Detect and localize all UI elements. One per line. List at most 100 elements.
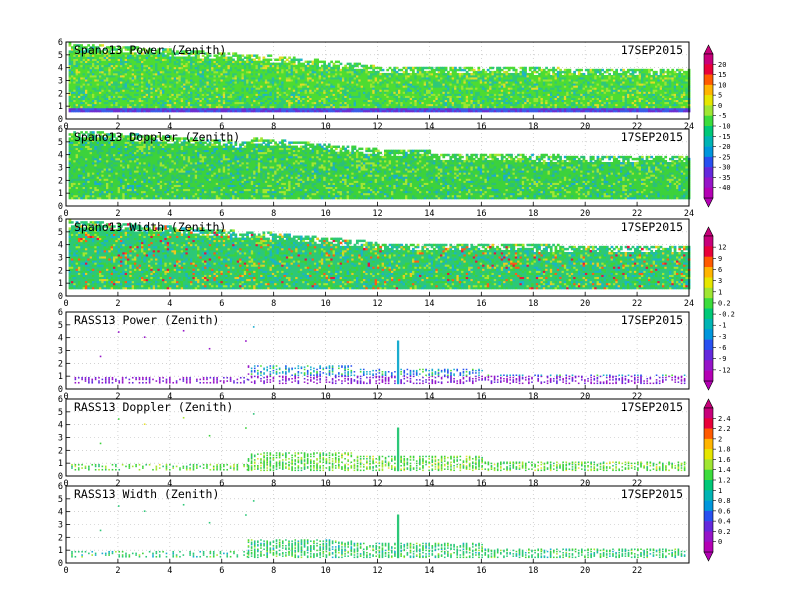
data-cell xyxy=(185,74,189,78)
data-cell xyxy=(407,77,411,80)
data-cell xyxy=(267,101,270,105)
data-cell xyxy=(278,56,282,59)
data-cell xyxy=(108,77,112,80)
data-cell xyxy=(77,56,81,59)
data-cell xyxy=(288,66,291,70)
data-cell xyxy=(112,99,116,103)
data-cell xyxy=(178,83,182,86)
data-cell xyxy=(171,87,175,90)
data-cell xyxy=(98,87,102,90)
data-cell xyxy=(250,109,254,113)
data-cell xyxy=(215,107,219,111)
data-cell xyxy=(292,85,296,88)
data-cell xyxy=(124,54,128,57)
data-cell xyxy=(204,93,207,96)
data-cell xyxy=(131,105,135,109)
data-cell xyxy=(323,74,326,78)
data-cell xyxy=(250,89,254,92)
data-cell xyxy=(316,66,319,70)
data-cell xyxy=(115,70,119,74)
data-cell xyxy=(360,85,364,88)
data-cell xyxy=(341,107,345,111)
data-cell xyxy=(80,48,84,51)
data-cell xyxy=(264,68,268,72)
data-cell xyxy=(201,64,205,68)
data-cell xyxy=(486,72,490,76)
data-cell xyxy=(325,109,329,113)
data-cell xyxy=(80,62,84,66)
data-cell xyxy=(264,77,268,80)
data-cell xyxy=(225,60,228,64)
data-cell xyxy=(288,74,291,78)
data-cell xyxy=(376,83,380,86)
data-cell xyxy=(91,77,95,80)
data-cell xyxy=(281,79,284,82)
data-cell xyxy=(465,66,469,70)
data-cell xyxy=(112,105,116,109)
data-cell xyxy=(110,60,114,64)
data-cell xyxy=(145,79,149,82)
data-cell xyxy=(229,97,233,101)
data-cell xyxy=(145,77,149,80)
data-cell xyxy=(253,105,256,109)
data-cell xyxy=(292,103,296,107)
data-cell xyxy=(241,93,245,96)
data-cell xyxy=(398,93,401,96)
data-cell xyxy=(201,83,205,86)
data-cell xyxy=(304,105,308,109)
data-cell xyxy=(229,62,233,66)
data-cell xyxy=(283,68,287,72)
data-cell xyxy=(395,89,399,92)
data-cell xyxy=(194,72,198,76)
data-cell xyxy=(426,103,429,107)
data-cell xyxy=(213,54,217,57)
data-cell xyxy=(134,89,137,92)
data-cell xyxy=(227,74,231,78)
data-cell xyxy=(204,62,207,66)
data-cell xyxy=(75,44,79,47)
data-cell xyxy=(136,68,140,72)
data-cell xyxy=(421,89,425,92)
data-cell xyxy=(407,74,411,78)
data-cell xyxy=(192,99,196,103)
data-cell xyxy=(274,97,277,101)
data-cell xyxy=(327,62,331,66)
data-cell xyxy=(185,83,189,86)
data-cell xyxy=(225,83,228,86)
data-cell xyxy=(299,68,303,72)
data-cell xyxy=(194,91,198,94)
data-cell xyxy=(402,81,406,84)
data-cell xyxy=(229,66,233,70)
data-cell xyxy=(225,64,228,68)
data-cell xyxy=(134,70,137,74)
data-cell xyxy=(405,93,408,96)
data-cell xyxy=(320,83,324,86)
data-cell xyxy=(281,70,284,74)
data-cell xyxy=(110,58,114,62)
data-cell xyxy=(91,50,95,53)
data-cell xyxy=(341,85,345,88)
data-cell xyxy=(115,62,119,66)
data-cell xyxy=(402,79,406,82)
data-cell xyxy=(206,52,210,55)
data-cell xyxy=(101,103,105,107)
data-cell xyxy=(250,103,254,107)
data-cell xyxy=(199,105,203,109)
data-cell xyxy=(348,70,352,74)
data-cell xyxy=(369,97,373,101)
data-cell xyxy=(222,103,226,107)
data-cell xyxy=(311,109,315,113)
data-cell xyxy=(129,105,133,109)
data-cell xyxy=(112,62,116,66)
data-cell xyxy=(112,85,116,88)
data-cell xyxy=(166,99,170,103)
data-cell xyxy=(316,97,319,101)
data-cell xyxy=(129,85,133,88)
data-cell xyxy=(276,105,280,109)
data-cell xyxy=(112,95,116,98)
data-cell xyxy=(306,68,310,72)
data-cell xyxy=(192,50,196,53)
data-cell xyxy=(173,58,177,62)
